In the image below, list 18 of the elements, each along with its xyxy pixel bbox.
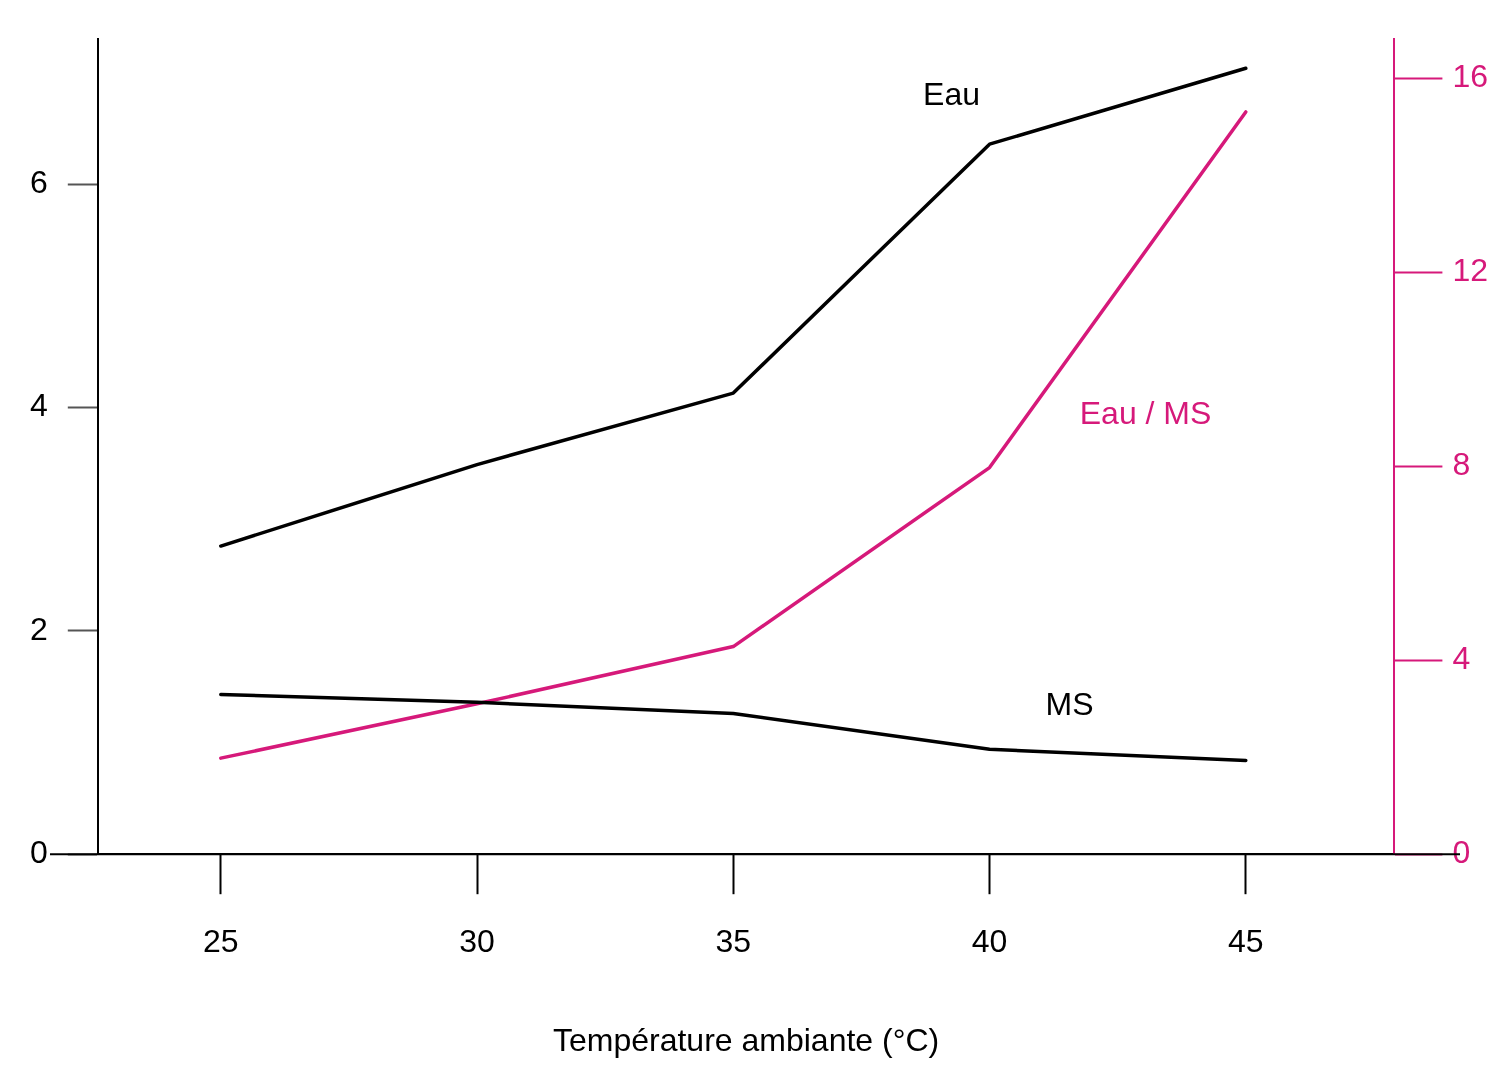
y-tick-label: 0 xyxy=(30,834,48,871)
y2-tick-label: 8 xyxy=(1452,445,1471,482)
series-label: MS xyxy=(1045,686,1094,723)
y-tick-label: 6 xyxy=(30,164,48,201)
x-tick-label: 40 xyxy=(971,923,1008,960)
y2-tick-label: 12 xyxy=(1452,251,1488,288)
y2-tick-label: 16 xyxy=(1452,57,1488,94)
series-label: Eau / MS xyxy=(1079,395,1212,432)
y-tick-label: 2 xyxy=(30,610,48,647)
y-tick-label: 4 xyxy=(30,387,48,424)
x-tick-label: 25 xyxy=(203,923,239,960)
x-tick-label: 35 xyxy=(715,923,752,960)
y2-tick-label: 0 xyxy=(1452,834,1471,871)
x-tick-label: 30 xyxy=(459,923,495,960)
x-axis-title: Température ambiante (°C) xyxy=(552,1021,940,1058)
series-label: Eau xyxy=(923,75,980,112)
y2-tick-label: 4 xyxy=(1452,639,1471,676)
x-tick-label: 45 xyxy=(1227,923,1264,960)
